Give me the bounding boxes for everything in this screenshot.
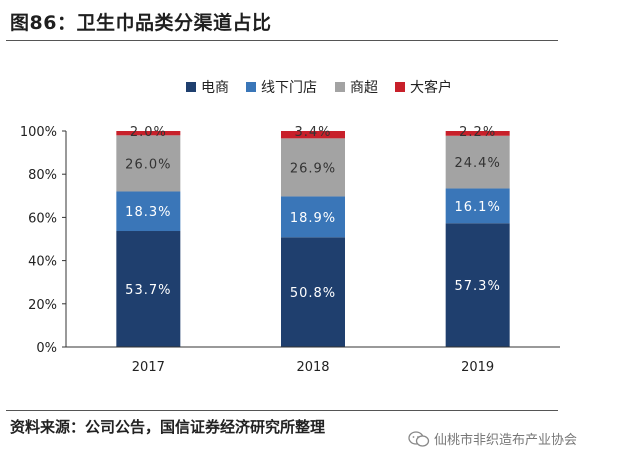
x-tick-label: 2019 <box>461 360 494 375</box>
y-tick-label: 40% <box>28 255 57 270</box>
y-tick-label: 20% <box>28 298 57 313</box>
data-label: 18.3% <box>125 205 171 220</box>
bar-segment <box>445 135 510 189</box>
y-tick-label: 100% <box>20 125 57 140</box>
y-tick-label: 60% <box>28 211 57 226</box>
x-tick-label: 2017 <box>132 360 165 375</box>
stacked-bar-chart: 电商 线下门店 商超 大客户 0% 20% 40% 60% 80% 100% 53.7% 18.3… <box>20 79 560 375</box>
source-note: 资料来源：公司公告，国信证券经济研究所整理 <box>10 418 326 436</box>
data-label: 18.9% <box>290 211 336 226</box>
y-tick-label: 80% <box>28 168 57 183</box>
bar-segment <box>116 231 181 347</box>
source-rule <box>6 410 558 411</box>
data-label: 2.0% <box>130 125 167 140</box>
y-axis: 0% 20% 40% 60% 80% 100% <box>20 125 67 356</box>
x-tick-label: 2018 <box>296 360 329 375</box>
data-label: 3.4% <box>294 125 331 140</box>
legend-label: 电商 <box>201 80 229 96</box>
bar-segment <box>116 191 181 232</box>
y-tick-label: 0% <box>36 341 57 356</box>
bar-segment <box>116 131 181 136</box>
bar-segment <box>445 223 510 347</box>
legend-label: 商超 <box>350 80 378 96</box>
bar-segment <box>445 188 510 224</box>
bar-segment <box>116 135 181 192</box>
wechat-icon <box>408 430 430 447</box>
bar-segment <box>281 196 345 238</box>
legend-label: 线下门店 <box>261 80 317 96</box>
bar-segment <box>281 237 345 347</box>
watermark: 仙桃市非织造布产业协会 <box>408 429 577 448</box>
legend-swatch <box>335 82 345 92</box>
data-label: 16.1% <box>455 200 501 215</box>
legend-swatch <box>395 82 405 92</box>
legend: 电商 线下门店 商超 大客户 <box>186 79 452 96</box>
bar-segment <box>281 138 345 197</box>
data-label: 53.7% <box>125 283 171 298</box>
data-label: 26.0% <box>125 157 171 172</box>
title-rule <box>6 40 558 41</box>
legend-swatch <box>186 82 196 92</box>
legend-swatch <box>246 82 256 92</box>
data-label: 26.9% <box>290 161 336 176</box>
bars: 53.7% 18.3% 26.0% 2.0% 50.8% 18.9% 26.9% 3.4% 57… <box>116 125 510 347</box>
data-label: 57.3% <box>455 279 501 294</box>
data-label: 2.2% <box>459 125 496 140</box>
figure-title: 图86：卫生巾品类分渠道占比 <box>10 12 272 34</box>
data-label: 24.4% <box>455 156 501 171</box>
legend-label: 大客户 <box>410 79 452 96</box>
data-label: 50.8% <box>290 286 336 301</box>
watermark-text: 仙桃市非织造布产业协会 <box>434 433 578 448</box>
x-axis: 2017 2018 2019 <box>66 346 560 375</box>
bar-segment <box>445 131 510 136</box>
bar-segment <box>281 131 345 139</box>
